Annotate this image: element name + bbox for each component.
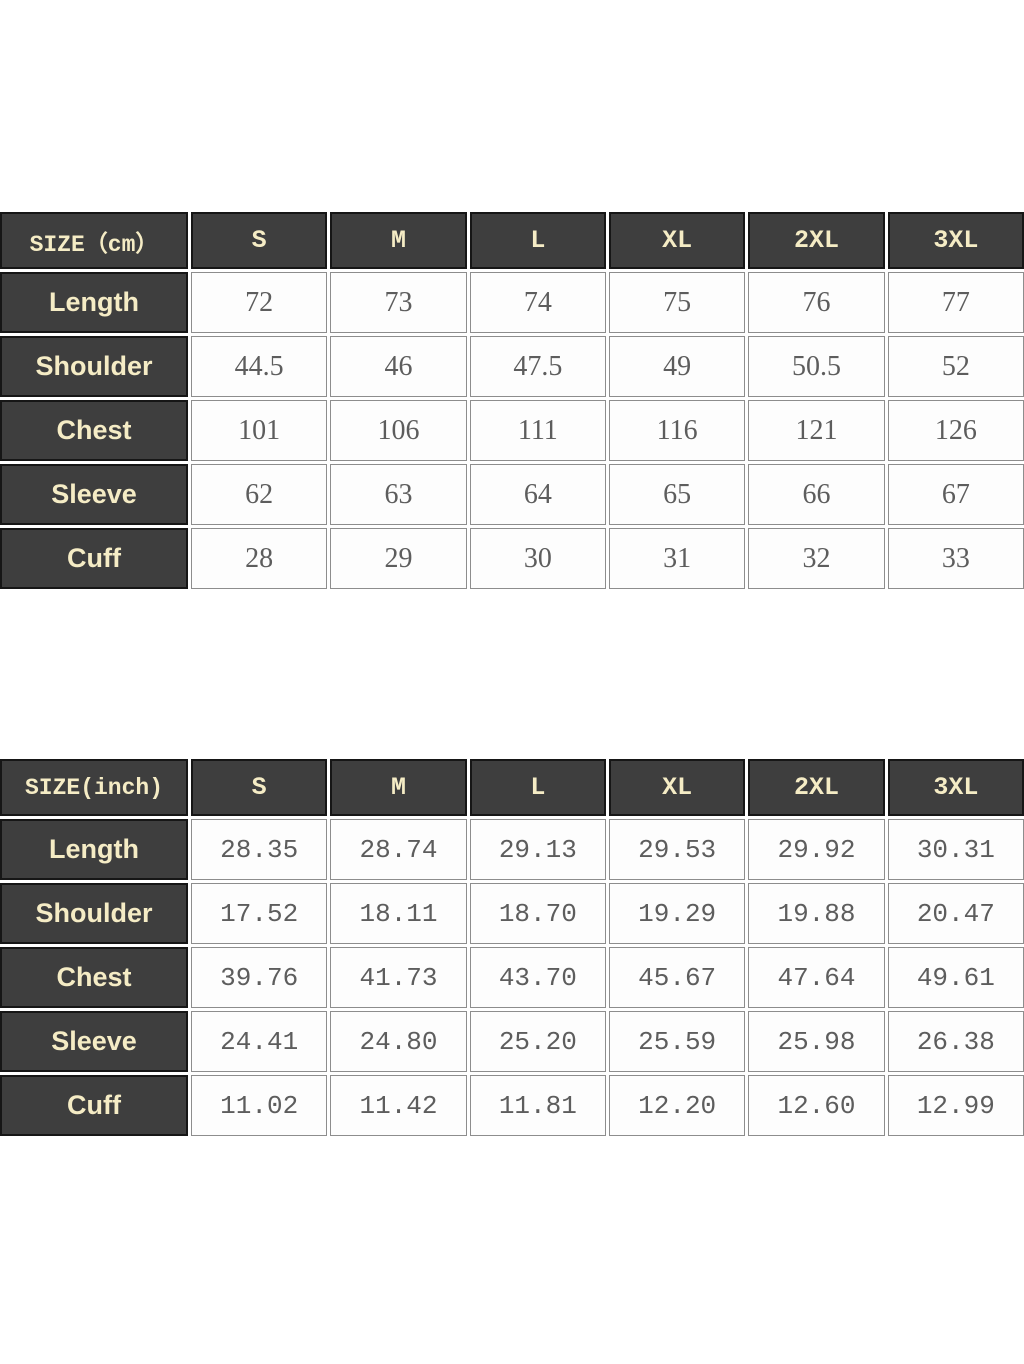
measurement-row-label: Shoulder <box>0 336 188 397</box>
measurement-value-cell: 31 <box>608 528 746 589</box>
table-row: Chest 101 106 111 116 121 126 <box>0 400 1024 461</box>
measurement-row-label: Chest <box>0 400 188 461</box>
measurement-value-cell: 126 <box>887 400 1024 461</box>
size-unit-header: SIZE（cm） <box>0 212 188 269</box>
measurement-value-cell: 19.29 <box>608 883 746 944</box>
measurement-value-cell: 77 <box>887 272 1024 333</box>
size-column-header-m: M <box>330 212 467 269</box>
measurement-value-cell: 65 <box>608 464 746 525</box>
table-row: Shoulder 17.52 18.11 18.70 19.29 19.88 20.47 <box>0 883 1024 944</box>
table-row: Sleeve 62 63 64 65 66 67 <box>0 464 1024 525</box>
measurement-value-cell: 30.31 <box>887 819 1024 880</box>
measurement-value-cell: 63 <box>330 464 467 525</box>
size-column-header-xl: XL <box>608 212 746 269</box>
measurement-row-label: Shoulder <box>0 883 188 944</box>
table-row: Length 72 73 74 75 76 77 <box>0 272 1024 333</box>
measurement-value-cell: 116 <box>608 400 746 461</box>
measurement-value-cell: 12.60 <box>748 1075 885 1136</box>
size-table-cm: SIZE（cm） S M L XL 2XL 3XL Length 72 73 74 75 76 77 Sho… <box>0 209 1024 592</box>
measurement-value-cell: 19.88 <box>748 883 885 944</box>
measurement-value-cell: 11.81 <box>469 1075 606 1136</box>
measurement-value-cell: 18.70 <box>469 883 606 944</box>
measurement-value-cell: 64 <box>469 464 606 525</box>
measurement-value-cell: 24.80 <box>330 1011 467 1072</box>
measurement-row-label: Chest <box>0 947 188 1008</box>
size-column-header-3xl: 3XL <box>887 759 1024 816</box>
size-column-header-s: S <box>191 759 328 816</box>
measurement-row-label: Sleeve <box>0 464 188 525</box>
measurement-value-cell: 20.47 <box>887 883 1024 944</box>
size-column-header-2xl: 2XL <box>748 759 885 816</box>
measurement-value-cell: 24.41 <box>191 1011 328 1072</box>
table-row: Cuff 11.02 11.42 11.81 12.20 12.60 12.99 <box>0 1075 1024 1136</box>
measurement-value-cell: 32 <box>748 528 885 589</box>
measurement-value-cell: 39.76 <box>191 947 328 1008</box>
table-row: Chest 39.76 41.73 43.70 45.67 47.64 49.61 <box>0 947 1024 1008</box>
measurement-value-cell: 106 <box>330 400 467 461</box>
size-table-header-row: SIZE(inch) S M L XL 2XL 3XL <box>0 759 1024 816</box>
measurement-value-cell: 18.11 <box>330 883 467 944</box>
measurement-value-cell: 47.64 <box>748 947 885 1008</box>
size-column-header-s: S <box>191 212 328 269</box>
measurement-value-cell: 75 <box>608 272 746 333</box>
measurement-value-cell: 49.61 <box>887 947 1024 1008</box>
measurement-value-cell: 17.52 <box>191 883 328 944</box>
measurement-value-cell: 29.92 <box>748 819 885 880</box>
measurement-row-label: Sleeve <box>0 1011 188 1072</box>
table-row: Sleeve 24.41 24.80 25.20 25.59 25.98 26.38 <box>0 1011 1024 1072</box>
measurement-value-cell: 121 <box>748 400 885 461</box>
size-table-inch: SIZE(inch) S M L XL 2XL 3XL Length 28.35 28.74 29.… <box>0 756 1024 1139</box>
measurement-value-cell: 43.70 <box>469 947 606 1008</box>
measurement-value-cell: 29.53 <box>608 819 746 880</box>
measurement-value-cell: 25.59 <box>608 1011 746 1072</box>
table-row: Shoulder 44.5 46 47.5 49 50.5 52 <box>0 336 1024 397</box>
measurement-row-label: Cuff <box>0 1075 188 1136</box>
size-column-header-3xl: 3XL <box>887 212 1024 269</box>
measurement-value-cell: 62 <box>191 464 328 525</box>
measurement-value-cell: 12.20 <box>608 1075 746 1136</box>
measurement-value-cell: 29 <box>330 528 467 589</box>
size-column-header-m: M <box>330 759 467 816</box>
measurement-value-cell: 29.13 <box>469 819 606 880</box>
measurement-value-cell: 11.02 <box>191 1075 328 1136</box>
measurement-value-cell: 73 <box>330 272 467 333</box>
measurement-value-cell: 111 <box>469 400 606 461</box>
measurement-value-cell: 101 <box>191 400 328 461</box>
size-unit-header: SIZE(inch) <box>0 759 188 816</box>
measurement-value-cell: 26.38 <box>887 1011 1024 1072</box>
measurement-row-label: Cuff <box>0 528 188 589</box>
measurement-value-cell: 33 <box>887 528 1024 589</box>
size-column-header-l: L <box>469 759 606 816</box>
measurement-value-cell: 41.73 <box>330 947 467 1008</box>
measurement-value-cell: 74 <box>469 272 606 333</box>
measurement-value-cell: 12.99 <box>887 1075 1024 1136</box>
measurement-value-cell: 44.5 <box>191 336 328 397</box>
measurement-value-cell: 46 <box>330 336 467 397</box>
measurement-value-cell: 52 <box>887 336 1024 397</box>
measurement-value-cell: 11.42 <box>330 1075 467 1136</box>
table-row: Cuff 28 29 30 31 32 33 <box>0 528 1024 589</box>
measurement-value-cell: 72 <box>191 272 328 333</box>
measurement-value-cell: 47.5 <box>469 336 606 397</box>
measurement-value-cell: 66 <box>748 464 885 525</box>
measurement-value-cell: 76 <box>748 272 885 333</box>
measurement-value-cell: 28 <box>191 528 328 589</box>
size-column-header-2xl: 2XL <box>748 212 885 269</box>
measurement-row-label: Length <box>0 819 188 880</box>
size-column-header-l: L <box>469 212 606 269</box>
measurement-row-label: Length <box>0 272 188 333</box>
measurement-value-cell: 28.35 <box>191 819 328 880</box>
measurement-value-cell: 25.20 <box>469 1011 606 1072</box>
measurement-value-cell: 50.5 <box>748 336 885 397</box>
measurement-value-cell: 28.74 <box>330 819 467 880</box>
measurement-value-cell: 49 <box>608 336 746 397</box>
size-column-header-xl: XL <box>608 759 746 816</box>
size-table-header-row: SIZE（cm） S M L XL 2XL 3XL <box>0 212 1024 269</box>
measurement-value-cell: 30 <box>469 528 606 589</box>
measurement-value-cell: 67 <box>887 464 1024 525</box>
measurement-value-cell: 45.67 <box>608 947 746 1008</box>
measurement-value-cell: 25.98 <box>748 1011 885 1072</box>
table-row: Length 28.35 28.74 29.13 29.53 29.92 30.31 <box>0 819 1024 880</box>
